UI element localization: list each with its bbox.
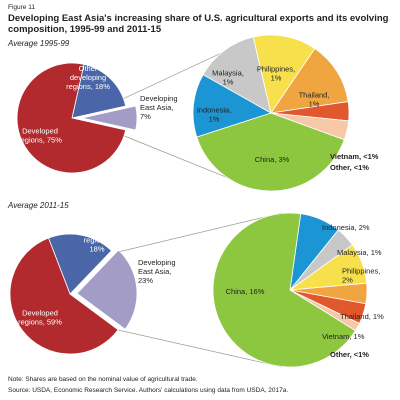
pie-slice bbox=[196, 112, 345, 192]
source: Source: USDA, Economic Research Service.… bbox=[8, 387, 288, 394]
slice-label: regions, bbox=[84, 235, 111, 244]
pie-slice bbox=[212, 212, 356, 368]
connector bbox=[117, 329, 283, 368]
slice-label: Thailand, bbox=[299, 90, 330, 99]
note: Note: Shares are based on the nominal va… bbox=[8, 376, 198, 383]
slice-label: Vietnam, <1% bbox=[330, 152, 379, 161]
slice-label: regions, 59% bbox=[18, 317, 62, 326]
slice-label: developing bbox=[70, 73, 106, 82]
slice-label: 1% bbox=[209, 114, 220, 123]
pie-slice bbox=[81, 105, 138, 131]
slice-label: developing bbox=[79, 226, 115, 235]
slice-label: Indonesia, 2% bbox=[322, 223, 370, 232]
slice-label: Developed bbox=[22, 308, 58, 317]
chart-title: Developing East Asia's increasing share … bbox=[8, 13, 389, 24]
slice-label: 1% bbox=[309, 99, 320, 108]
slice-label: Thailand, 1% bbox=[340, 312, 384, 321]
slice-label: regions, 75% bbox=[18, 135, 62, 144]
pie-slice bbox=[16, 62, 127, 174]
slice-label: China, 16% bbox=[226, 287, 265, 296]
pie-slice bbox=[270, 47, 349, 114]
pie-slice bbox=[76, 249, 138, 330]
chart-title: composition, 1995-99 and 2011-15 bbox=[8, 24, 162, 35]
slice-label: Developing bbox=[138, 258, 176, 267]
slice-label: regions, 18% bbox=[66, 82, 110, 91]
slice-label: 1% bbox=[223, 77, 234, 86]
slice-label: Philippines, bbox=[257, 64, 295, 73]
slice-label: Malaysia, 1% bbox=[337, 248, 382, 257]
slice-label: 7% bbox=[140, 112, 151, 121]
pie-slice bbox=[192, 74, 272, 138]
slice-label: Philippines, bbox=[342, 266, 380, 275]
subtitle: Average 2011-15 bbox=[7, 201, 69, 210]
slice-label: Other bbox=[79, 64, 98, 73]
slice-label: Developing bbox=[140, 94, 178, 103]
slice-label: Other, <1% bbox=[330, 163, 369, 172]
slice-label: Indonesia, bbox=[197, 105, 232, 114]
slice-label: China, 3% bbox=[255, 155, 290, 164]
pie-slice bbox=[9, 237, 119, 355]
slice-label: Malaysia, bbox=[212, 68, 244, 77]
pie-slice bbox=[252, 34, 316, 114]
connector bbox=[117, 212, 283, 253]
slice-label: East Asia, bbox=[140, 103, 173, 112]
slice-label: Developed bbox=[22, 126, 58, 135]
slice-label: Other bbox=[88, 217, 107, 226]
figure-label: Figure 11 bbox=[8, 4, 35, 11]
slice-label: 18% bbox=[89, 244, 104, 253]
slice-label: Other, <1% bbox=[330, 350, 369, 359]
subtitle: Average 1995-99 bbox=[7, 39, 70, 48]
pie-slice bbox=[71, 63, 127, 119]
slice-label: 23% bbox=[138, 276, 153, 285]
slice-label: East Asia, bbox=[138, 267, 171, 276]
slice-label: 2% bbox=[342, 275, 353, 284]
pie-slice bbox=[270, 112, 350, 141]
pie-slice bbox=[202, 36, 272, 114]
slice-label: 1% bbox=[271, 73, 282, 82]
slice-label: Vietnam, 1% bbox=[322, 332, 365, 341]
